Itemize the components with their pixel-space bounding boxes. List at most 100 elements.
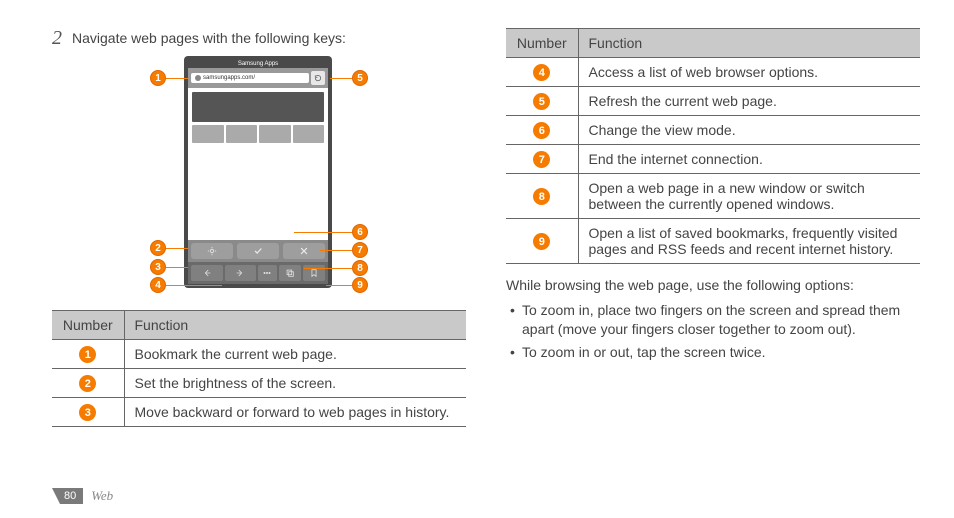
- step-number: 2: [52, 28, 62, 48]
- callout-label: 2: [155, 243, 161, 254]
- callout-label: 7: [357, 245, 363, 256]
- table-row: 1 Bookmark the current web page.: [52, 340, 466, 369]
- right-column: Number Function 4 Access a list of web br…: [506, 28, 920, 427]
- list-item: To zoom in, place two fingers on the scr…: [510, 301, 920, 339]
- callout-6: 6: [352, 224, 368, 240]
- refresh-icon: [314, 74, 322, 82]
- table-row: 5 Refresh the current web page.: [506, 87, 920, 116]
- phone-frame: Samsung Apps samsungapps.com/: [184, 56, 332, 288]
- table-row: 4 Access a list of web browser options.: [506, 58, 920, 87]
- callout-1: 1: [150, 70, 166, 86]
- callout-line: [166, 248, 188, 249]
- globe-icon: [195, 75, 201, 81]
- table-row: 6Change the view mode.: [506, 116, 920, 145]
- row-function: Open a list of saved bookmarks, frequent…: [578, 219, 920, 264]
- url-bar-row: samsungapps.com/: [188, 68, 328, 88]
- table-row: 9 Open a list of saved bookmarks, frequen…: [506, 219, 920, 264]
- left-column: 2 Navigate web pages with the following …: [52, 28, 466, 427]
- dots-icon: [262, 268, 272, 278]
- callout-label: 4: [155, 280, 161, 291]
- content-placeholder: [192, 146, 324, 236]
- callout-line: [304, 268, 352, 269]
- callout-line: [294, 232, 352, 233]
- callout-3: 3: [150, 259, 166, 275]
- table-row: 8 Open a web page in a new window or swit…: [506, 174, 920, 219]
- callout-8: 8: [352, 260, 368, 276]
- list-item: To zoom in or out, tap the screen twice.: [510, 343, 920, 362]
- phone-screen: Samsung Apps samsungapps.com/: [188, 60, 328, 284]
- function-table-right: Number Function 4 Access a list of web br…: [506, 28, 920, 264]
- row-number-badge: 2: [79, 375, 96, 392]
- callout-label: 3: [155, 262, 161, 273]
- thumb: [192, 125, 224, 143]
- callout-label: 6: [357, 227, 363, 238]
- row-number-badge: 5: [533, 93, 550, 110]
- page-columns: 2 Navigate web pages with the following …: [52, 28, 920, 427]
- page-number: 80: [52, 488, 83, 504]
- options-button[interactable]: [258, 265, 277, 281]
- webpage-content: [188, 88, 328, 240]
- refresh-button[interactable]: [311, 71, 325, 85]
- arrow-right-icon: [235, 268, 245, 278]
- table-row: 2 Set the brightness of the screen.: [52, 369, 466, 398]
- callout-label: 1: [155, 73, 161, 84]
- callout-label: 5: [357, 73, 363, 84]
- row-number-badge: 8: [533, 188, 550, 205]
- table-row: 7 End the internet connection.: [506, 145, 920, 174]
- callout-line: [166, 285, 222, 286]
- viewmode-button[interactable]: [237, 243, 279, 259]
- brightness-button[interactable]: [191, 243, 233, 259]
- callout-line: [166, 78, 188, 79]
- section-title: Web: [91, 488, 113, 504]
- control-row-1: [188, 240, 328, 262]
- table-header-row: Number Function: [506, 29, 920, 58]
- row-function: Open a web page in a new window or switc…: [578, 174, 920, 219]
- bookmark-icon: [309, 268, 319, 278]
- header-number: Number: [506, 29, 578, 58]
- function-table-left: Number Function 1 Bookmark the current we…: [52, 310, 466, 427]
- arrow-left-icon: [202, 268, 212, 278]
- callout-label: 8: [357, 263, 363, 274]
- header-number: Number: [52, 311, 124, 340]
- phone-title: Samsung Apps: [188, 60, 328, 68]
- table-header-row: Number Function: [52, 311, 466, 340]
- callout-line: [330, 78, 352, 79]
- row-function: Move backward or forward to web pages in…: [124, 398, 466, 427]
- content-thumbs: [192, 125, 324, 143]
- back-button[interactable]: [191, 265, 223, 281]
- windows-button[interactable]: [279, 265, 301, 281]
- row-number-badge: 1: [79, 346, 96, 363]
- thumb: [226, 125, 258, 143]
- row-number-badge: 4: [533, 64, 550, 81]
- url-field[interactable]: samsungapps.com/: [191, 73, 309, 83]
- check-icon: [253, 246, 263, 256]
- url-text: samsungapps.com/: [203, 75, 255, 81]
- row-function: End the internet connection.: [578, 145, 920, 174]
- callout-label: 9: [357, 280, 363, 291]
- row-function: Set the brightness of the screen.: [124, 369, 466, 398]
- row-number-badge: 7: [533, 151, 550, 168]
- row-function: Access a list of web browser options.: [578, 58, 920, 87]
- thumb: [293, 125, 325, 143]
- callout-line: [326, 285, 352, 286]
- header-function: Function: [124, 311, 466, 340]
- callout-7: 7: [352, 242, 368, 258]
- page-footer: 80 Web: [52, 488, 113, 504]
- callout-9: 9: [352, 277, 368, 293]
- forward-button[interactable]: [225, 265, 257, 281]
- thumb: [259, 125, 291, 143]
- row-function: Change the view mode.: [578, 116, 920, 145]
- step-text: Navigate web pages with the following ke…: [72, 28, 346, 46]
- options-list: To zoom in, place two fingers on the scr…: [506, 301, 920, 362]
- row-function: Bookmark the current web page.: [124, 340, 466, 369]
- close-connection-button[interactable]: [283, 243, 325, 259]
- callout-line: [320, 250, 352, 251]
- annotated-screenshot: Samsung Apps samsungapps.com/: [144, 56, 374, 296]
- content-banner: [192, 92, 324, 122]
- row-number-badge: 9: [533, 233, 550, 250]
- step-line: 2 Navigate web pages with the following …: [52, 28, 466, 48]
- options-intro: While browsing the web page, use the fol…: [506, 276, 920, 295]
- row-function: Refresh the current web page.: [578, 87, 920, 116]
- windows-icon: [285, 268, 295, 278]
- callout-line: [166, 267, 188, 268]
